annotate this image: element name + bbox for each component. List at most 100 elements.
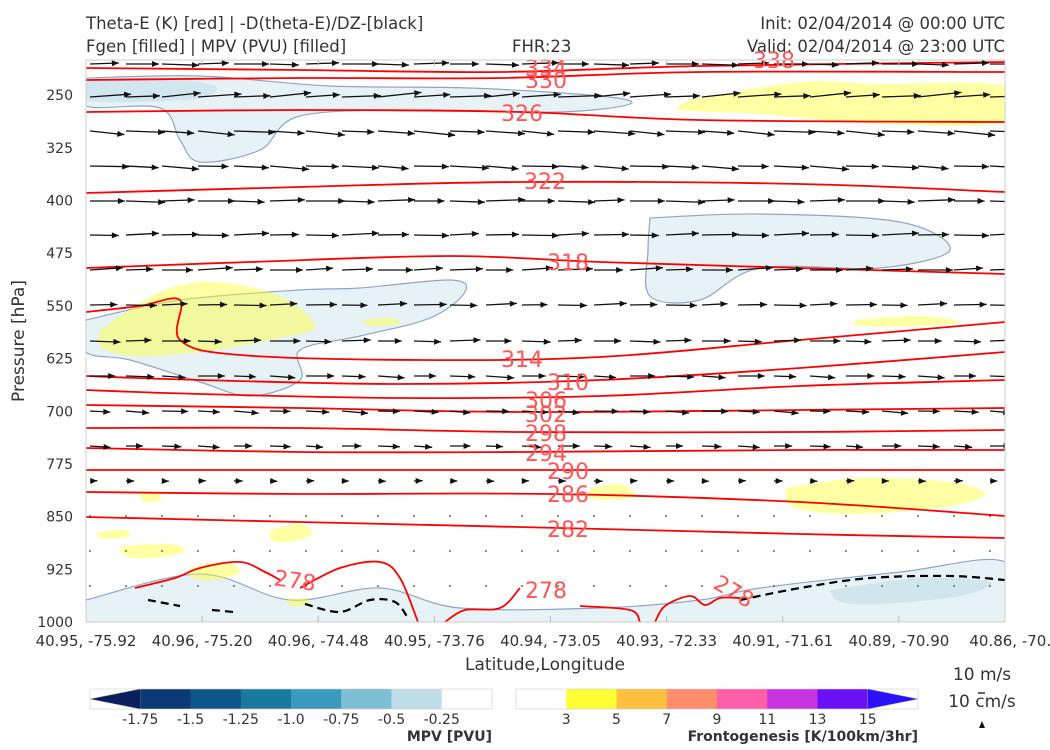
- wind-vector-head: [487, 478, 495, 484]
- wind-vector-head: [441, 60, 449, 66]
- wind-vector-head: [193, 90, 201, 97]
- wind-vector-head: [181, 408, 189, 415]
- wind-vector-head: [372, 61, 380, 67]
- wind-vector-head: [791, 409, 799, 416]
- wind-vector-head: [864, 338, 872, 345]
- wind-vector: [953, 550, 955, 552]
- wind-vector-head: [152, 61, 159, 67]
- wind-vector-head: [256, 266, 264, 273]
- wind-vector-head: [212, 444, 220, 450]
- wind-vector-head: [622, 231, 629, 238]
- wind-vector-head: [662, 163, 670, 170]
- reference-vector-horizontal-label: 10 m/s: [953, 665, 1011, 685]
- theta-e-contour-label: 282: [547, 518, 589, 543]
- wind-vector-head: [692, 61, 699, 67]
- wind-vector-head: [1010, 302, 1017, 308]
- fgen-region-1: [97, 281, 316, 357]
- colorbar-cell: [291, 689, 342, 709]
- wind-vector-head: [577, 373, 585, 380]
- wind-vector-head: [518, 196, 526, 203]
- wind-vector-head: [186, 267, 193, 273]
- wind-vector-head: [648, 373, 656, 379]
- wind-vector-head: [628, 130, 636, 137]
- wind-vector-head: [686, 266, 694, 273]
- wind-vector-head: [1018, 199, 1025, 205]
- wind-vector-head: [470, 302, 478, 309]
- wind-vector: [629, 515, 631, 517]
- fgen-colorbar: 3 5 7 9 11 13 15: [515, 688, 919, 728]
- theta-e-contour-2: [86, 109, 1005, 123]
- y-tick-label: 475: [46, 246, 73, 262]
- wind-vector-head: [871, 232, 879, 239]
- colorbar-cell: [190, 689, 242, 709]
- reference-vector-vertical-label: 10 cm/s: [948, 692, 1016, 712]
- wind-vector-head: [823, 443, 831, 450]
- wind-vector: [845, 585, 847, 587]
- theta-e-contour-label: 302: [525, 403, 567, 428]
- wind-vector: [233, 550, 235, 552]
- wind-vector-head: [103, 408, 111, 415]
- x-tick-label: 40.86, -70.1: [969, 632, 1050, 650]
- x-axis: 40.95, -75.92 40.96, -75.20 40.96, -74.48 4…: [36, 60, 1050, 650]
- wind-vector: [953, 515, 955, 517]
- wind-vector-head: [290, 300, 298, 307]
- wind-vector-head: [898, 373, 906, 380]
- fgen-region-0: [676, 81, 1005, 126]
- wind-vector-head: [301, 165, 310, 172]
- wind-vector-head: [147, 373, 155, 380]
- wind-vector-head: [828, 374, 836, 381]
- wind-vector: [305, 585, 307, 587]
- wind-vector-head: [371, 164, 379, 171]
- wind-vector-head: [291, 61, 299, 68]
- wind-vector-head: [617, 197, 625, 204]
- wind-vector-head: [283, 443, 291, 450]
- wind-vector-head: [614, 338, 622, 344]
- wind-vector-head: [954, 90, 962, 97]
- wind-vector: [341, 515, 343, 517]
- wind-vector-head: [540, 301, 548, 308]
- wind-vector-head: [947, 130, 955, 137]
- wind-vector: [89, 585, 91, 587]
- wind-vector-head: [605, 443, 613, 450]
- chart-title-line1: Theta-E (K) [red] | -D(theta-E)/DZ-[blac…: [86, 14, 424, 33]
- colorbar-tick-label: -0.25: [424, 712, 460, 728]
- theta-e-contour-7: [86, 379, 1005, 399]
- wind-vector-head: [506, 267, 514, 273]
- wind-vector-head: [667, 478, 675, 484]
- wind-vector-head: [113, 338, 121, 345]
- wind-vector: [125, 515, 127, 517]
- wind-vector-head: [327, 373, 335, 379]
- wind-vector-head: [752, 444, 760, 450]
- wind-vector-head: [482, 164, 490, 171]
- wind-vector-head: [698, 129, 706, 136]
- wind-vector-head: [789, 373, 797, 380]
- wind-vector-head: [720, 301, 728, 307]
- theta-e-contour-1: [86, 70, 1005, 81]
- wind-vector-head: [608, 374, 616, 380]
- wind-vector-head: [235, 478, 243, 484]
- wind-vector-head: [698, 199, 706, 206]
- wind-vector-head: [401, 165, 409, 171]
- wind-vector-head: [371, 230, 379, 237]
- wind-vector-head: [731, 165, 739, 172]
- wind-vector-head: [616, 267, 624, 273]
- wind-vector-head: [325, 265, 334, 272]
- wind-vector-head: [108, 373, 116, 379]
- wind-vector-head: [657, 130, 665, 137]
- wind-vector-head: [149, 302, 157, 309]
- wind-vector: [989, 233, 1005, 236]
- wind-vector-head: [872, 92, 880, 99]
- wind-vector-head: [803, 93, 811, 99]
- wind-vector: [917, 550, 919, 552]
- wind-vector-head: [429, 373, 437, 379]
- y-tick-label: 250: [46, 88, 73, 104]
- wind-vector: [809, 515, 811, 517]
- wind-vector-head: [511, 61, 519, 68]
- wind-vector-head: [871, 163, 879, 170]
- wind-vector-head: [684, 337, 692, 344]
- wind-vector-head: [187, 129, 195, 136]
- wind-vector: [269, 515, 271, 517]
- wind-vector-head: [293, 338, 301, 344]
- wind-vector: [305, 550, 307, 552]
- wind-vector: [989, 375, 1005, 378]
